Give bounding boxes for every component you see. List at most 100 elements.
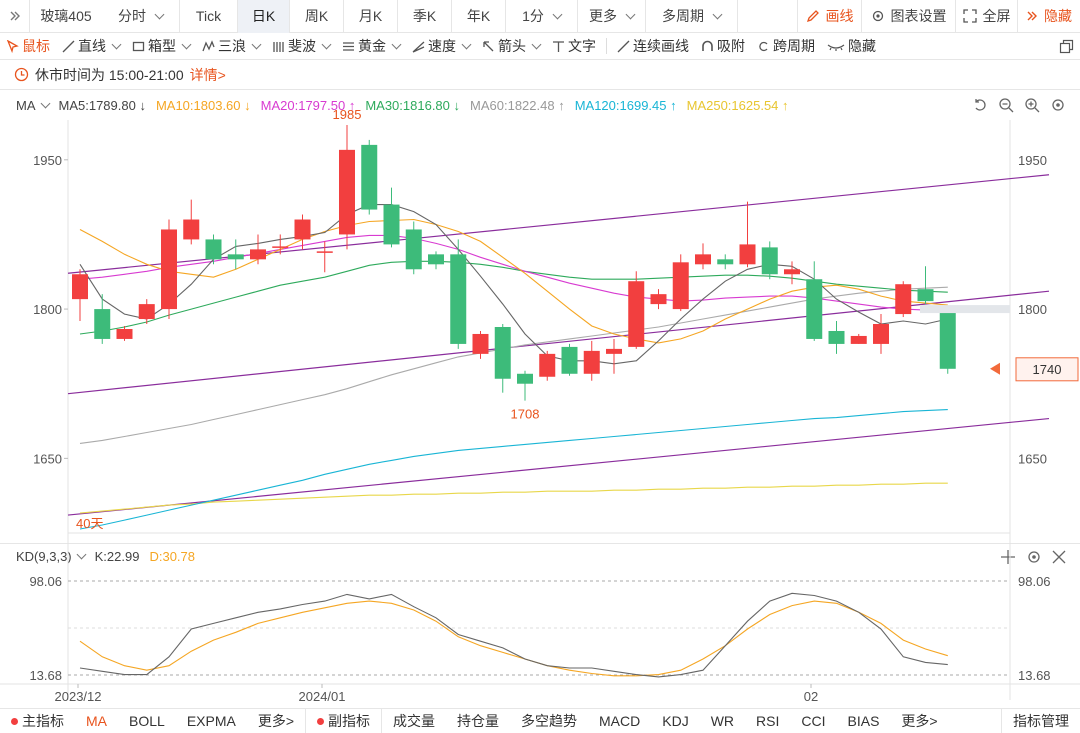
- kd-tick-label-left: 13.68: [29, 668, 62, 683]
- ma-values: MA5:1789.80 ↓ MA10:1803.60 ↓ MA20:1797.50 …: [59, 98, 789, 113]
- indicator-rsi[interactable]: RSI: [756, 713, 780, 729]
- chart-settings-button[interactable]: 图表设置: [862, 0, 956, 33]
- tool-magnet[interactable]: 吸附: [695, 33, 751, 60]
- tab-yearly-k[interactable]: 年K: [452, 0, 506, 33]
- tab-1min[interactable]: 1分: [506, 0, 578, 33]
- indicator-volume[interactable]: 成交量: [393, 713, 436, 729]
- candle-body: [784, 269, 800, 275]
- settings-icon[interactable]: [1050, 97, 1066, 113]
- candle-body: [205, 239, 222, 260]
- plus-icon[interactable]: [1000, 549, 1016, 565]
- indicator-bias[interactable]: BIAS: [847, 713, 880, 729]
- ma250-line: [79, 482, 948, 514]
- candle-body: [917, 289, 934, 302]
- tool-box[interactable]: 箱型: [126, 33, 196, 60]
- tab-intraday[interactable]: 分时: [102, 0, 180, 33]
- indicator-open-interest[interactable]: 持仓量: [457, 713, 500, 729]
- fullscreen-button[interactable]: 全屏: [956, 0, 1018, 33]
- tool-line[interactable]: 直线: [56, 33, 126, 60]
- ma120-line: [79, 409, 948, 530]
- tool-fibonacci[interactable]: 斐波: [266, 33, 336, 60]
- tool-golden[interactable]: 黄金: [336, 33, 406, 60]
- tab-quarterly-k[interactable]: 季K: [398, 0, 452, 33]
- chevron-down-icon: [40, 98, 50, 108]
- tool-text[interactable]: 文字: [546, 33, 602, 60]
- tab-multi-period[interactable]: 多周期: [646, 0, 738, 33]
- tab-label: 日K: [251, 8, 276, 24]
- gear-icon[interactable]: [1026, 549, 1042, 565]
- tab-weekly-k[interactable]: 周K: [290, 0, 344, 33]
- expand-sidebar-button[interactable]: [0, 0, 30, 33]
- ma-legend-item: MA20:1797.50 ↑: [260, 97, 356, 113]
- ma-indicator-selector[interactable]: MA: [16, 98, 50, 113]
- candle-body: [361, 144, 378, 210]
- candle-body: [739, 244, 756, 265]
- kd-indicator-selector[interactable]: KD(9,3,3): [16, 549, 87, 564]
- indicator-boll[interactable]: BOLL: [129, 713, 165, 729]
- draw-line-button[interactable]: 画线: [798, 0, 862, 33]
- tab-tick[interactable]: Tick: [180, 0, 238, 33]
- close-icon[interactable]: [1052, 550, 1066, 564]
- chevron-down-icon: [181, 39, 192, 49]
- indicator-wr[interactable]: WR: [710, 713, 735, 729]
- chevron-down-icon: [531, 39, 542, 49]
- tab-daily-k[interactable]: 日K: [238, 0, 290, 33]
- last-price-label: 1740: [1033, 362, 1062, 377]
- indicator-long-short[interactable]: 多空趋势: [521, 713, 578, 729]
- hide-panel-button[interactable]: 隐藏: [1018, 0, 1080, 33]
- candle-body: [672, 262, 689, 310]
- last-price-box: [1015, 357, 1079, 382]
- k-value: K:22.99: [94, 549, 140, 564]
- tool-label: 速度: [428, 38, 456, 54]
- ma20-line: [79, 234, 948, 312]
- fibonacci-icon: [272, 40, 285, 53]
- sub-indicator-more[interactable]: 更多>: [901, 713, 938, 729]
- pencil-icon: [806, 9, 820, 23]
- tab-monthly-k[interactable]: 月K: [344, 0, 398, 33]
- candle-body: [695, 254, 711, 265]
- ma-legend-item: MA5:1789.80 ↓: [58, 97, 146, 113]
- double-chevron-right-icon: [1026, 10, 1038, 22]
- tool-continuous-draw[interactable]: 连续画线: [611, 33, 695, 60]
- sub-indicator-label: 副指标: [306, 709, 381, 733]
- indicator-expma[interactable]: EXPMA: [186, 713, 236, 729]
- tool-label: 跨周期: [773, 38, 815, 54]
- indicator-kdj[interactable]: KDJ: [662, 713, 689, 729]
- tool-cursor[interactable]: 鼠标: [0, 33, 56, 60]
- main-indicator-more[interactable]: 更多>: [257, 713, 295, 729]
- tool-label: 箭头: [498, 38, 526, 54]
- zoom-out-icon[interactable]: [998, 97, 1014, 113]
- tab-more[interactable]: 更多: [578, 0, 646, 33]
- d-line: [79, 600, 948, 677]
- zoom-in-icon[interactable]: [1024, 97, 1040, 113]
- candle-body: [650, 294, 667, 305]
- copy-button[interactable]: [1053, 33, 1080, 60]
- indicator-ma[interactable]: MA: [86, 713, 107, 729]
- tool-speed[interactable]: 速度: [406, 33, 476, 60]
- kd-label: KD(9,3,3): [16, 549, 72, 564]
- tool-label: 黄金: [358, 38, 386, 54]
- tab-label: 季K: [412, 8, 437, 24]
- main-indicator-text: 主指标: [22, 713, 64, 729]
- candle-body: [405, 229, 422, 270]
- arrow-tool-icon: [482, 40, 495, 53]
- reset-icon[interactable]: [972, 97, 988, 113]
- tool-arrow[interactable]: 箭头: [476, 33, 546, 60]
- d-value: D:30.78: [149, 549, 196, 564]
- indicator-manage[interactable]: 指标管理: [1013, 713, 1069, 729]
- indicator-cci[interactable]: CCI: [801, 713, 826, 729]
- tool-label: 箱型: [148, 38, 176, 54]
- top-bar: 玻璃405 分时 Tick 日K 周K 月K 季K 年K 1分 更多 多周期 画…: [0, 0, 1080, 33]
- tool-cross-period[interactable]: 跨周期: [751, 33, 821, 60]
- chevron-down-icon: [111, 39, 122, 49]
- tool-three-wave[interactable]: 三浪: [196, 33, 266, 60]
- candle-body: [850, 335, 867, 344]
- k-line: [79, 592, 948, 678]
- candle-body: [606, 348, 622, 354]
- eye-closed-icon: [827, 40, 845, 53]
- tool-hide[interactable]: 隐藏: [821, 33, 882, 60]
- kd-legend: KD(9,3,3) K:22.99 D:30.78: [0, 543, 1080, 569]
- indicator-macd[interactable]: MACD: [599, 713, 641, 729]
- notice-details-link[interactable]: 详情>: [189, 66, 226, 83]
- sub-indicator-text: 副指标: [328, 713, 371, 729]
